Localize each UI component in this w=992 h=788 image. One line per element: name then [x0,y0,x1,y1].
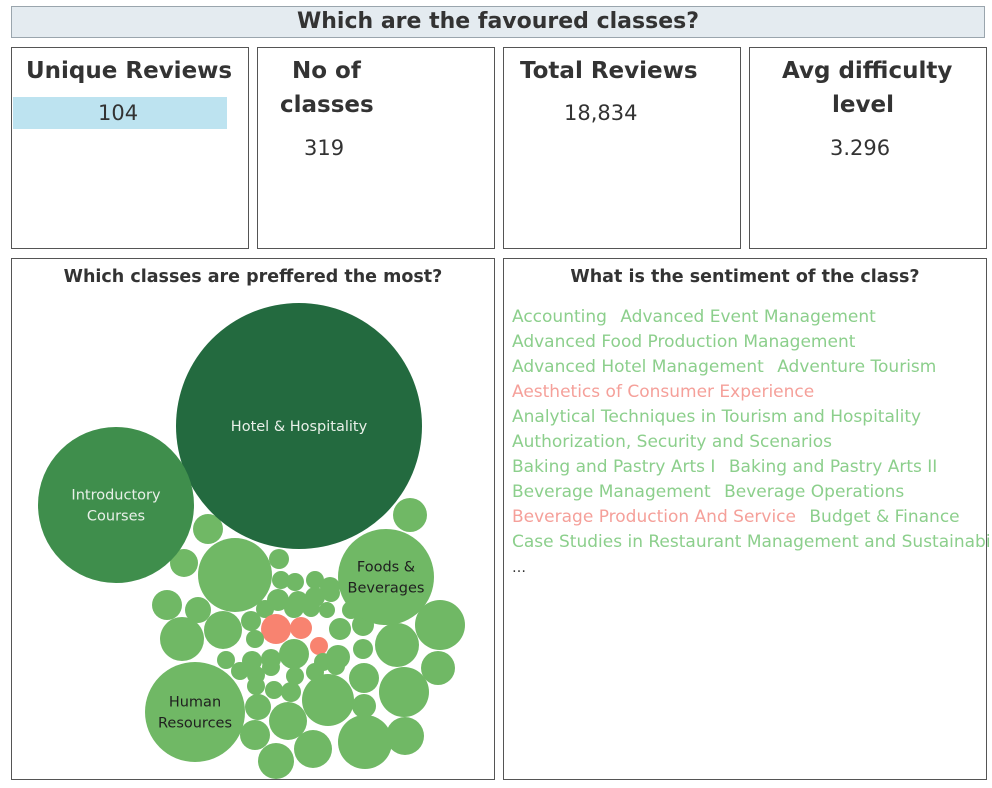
class-bubble[interactable] [386,717,424,755]
sentiment-word[interactable]: Baking and Pastry Arts I [512,457,716,477]
class-bubble[interactable] [421,651,455,685]
class-bubble[interactable] [269,702,307,740]
kpi-card-total-reviews[interactable]: Total Reviews 18,834 [503,47,741,249]
sentiment-word[interactable]: Baking and Pastry Arts II [728,457,938,477]
class-bubble[interactable] [265,681,283,699]
class-bubble[interactable] [204,611,242,649]
class-bubble[interactable] [294,730,332,768]
class-bubble[interactable] [338,715,392,769]
class-bubble-named[interactable] [176,303,422,549]
class-bubble[interactable] [185,597,211,623]
bubble-chart-title: Which classes are preffered the most? [63,267,443,287]
class-bubble[interactable] [322,584,340,602]
sentiment-word[interactable]: Beverage Operations [724,482,905,502]
kpi-card-no-of-classes[interactable]: No of classes 319 [257,47,495,249]
dashboard-title-bar: Which are the favoured classes? [11,6,985,38]
class-bubble[interactable] [152,590,182,620]
class-bubble[interactable] [281,682,301,702]
class-bubble[interactable] [415,600,465,650]
class-bubble[interactable] [310,637,328,655]
bubble-label: Introductory [71,488,161,504]
class-bubble[interactable] [258,743,294,779]
class-bubble[interactable] [272,571,290,589]
sentiment-word[interactable]: Advanced Food Production Management [512,332,856,352]
class-bubble[interactable] [302,674,354,726]
class-bubble[interactable] [256,600,274,618]
kpi-label-no-of-classes-line2: classes [280,92,374,118]
sentiment-word[interactable]: Budget & Finance [809,507,960,527]
class-bubble[interactable] [284,598,304,618]
class-bubble[interactable] [353,639,373,659]
sentiment-word[interactable]: Aesthetics of Consumer Experience [512,382,815,402]
bubble-label: Resources [158,716,232,732]
class-bubble[interactable] [279,639,309,669]
class-bubble-named[interactable] [38,427,194,583]
kpi-card-unique-reviews[interactable]: Unique Reviews 104 [11,47,249,249]
sentiment-word[interactable]: Analytical Techniques in Tourism and Hos… [512,407,922,427]
kpi-value-no-of-classes: 319 [304,136,345,160]
sentiment-word[interactable]: Advanced Hotel Management [512,357,764,377]
sentiment-word[interactable]: Case Studies in Restaurant Management an… [512,532,992,552]
class-bubble[interactable] [262,658,280,676]
kpi-highlight-bar [13,97,227,129]
kpi-value-unique-reviews: 104 [98,101,139,125]
kpi-value-total-reviews: 18,834 [564,101,638,125]
bubble-chart-panel: Which classes are preffered the most? Ho… [11,258,495,780]
class-bubble[interactable] [245,694,271,720]
class-bubble[interactable] [217,651,235,669]
class-bubble-named[interactable] [338,529,434,625]
bubble-label: Courses [87,509,145,525]
class-bubble[interactable] [302,599,320,617]
class-bubble[interactable] [247,677,265,695]
kpi-label-avg-difficulty-line2: level [832,92,894,118]
class-bubble[interactable] [269,549,289,569]
class-bubble[interactable] [290,617,312,639]
class-bubble[interactable] [286,573,304,591]
class-bubble[interactable] [286,667,304,685]
kpi-value-avg-difficulty: 3.296 [830,136,891,160]
sentiment-word[interactable]: Adventure Tourism [777,357,937,377]
bubble-label: Hotel & Hospitality [231,419,368,435]
kpi-label-avg-difficulty-line1: Avg difficulty [782,58,953,84]
class-bubble[interactable] [349,663,379,693]
bubble-label: Beverages [348,581,425,597]
dashboard-title: Which are the favoured classes? [297,9,699,34]
sentiment-word[interactable]: Beverage Production And Service [512,507,796,527]
sentiment-title: What is the sentiment of the class? [570,267,920,287]
class-bubble[interactable] [193,514,223,544]
class-bubble[interactable] [329,618,351,640]
sentiment-word[interactable]: Beverage Management [512,482,711,502]
class-bubble[interactable] [170,549,198,577]
sentiment-word[interactable]: Accounting [512,307,607,327]
kpi-label-unique-reviews: Unique Reviews [26,58,233,84]
class-bubble[interactable] [231,662,249,680]
kpi-label-no-of-classes-line1: No of [292,58,361,84]
class-bubble[interactable] [246,630,264,648]
class-bubble[interactable] [352,694,376,718]
class-bubble-named[interactable] [145,662,245,762]
sentiment-word[interactable]: Advanced Event Management [620,307,876,327]
class-bubble[interactable] [306,571,324,589]
class-bubble[interactable] [240,720,270,750]
class-bubble[interactable] [261,614,291,644]
class-bubble[interactable] [327,657,345,675]
class-bubble[interactable] [198,538,272,612]
sentiment-word[interactable]: Authorization, Security and Scenarios [512,432,833,452]
sentiment-word-list: Accounting Advanced Event Management Adv… [512,305,992,581]
bubble-label: Human [169,695,221,711]
bubble-chart[interactable]: Hotel & Hospitality Introductory Courses Fo… [12,259,494,779]
sentiment-panel: What is the sentiment of the class? Acco… [503,258,992,780]
class-bubble[interactable] [375,623,419,667]
class-bubble[interactable] [319,602,335,618]
class-bubble[interactable] [160,617,204,661]
class-bubble[interactable] [379,667,429,717]
bubble-label: Foods & [357,560,415,576]
kpi-card-avg-difficulty[interactable]: Avg difficulty level 3.296 [749,47,987,249]
class-bubble[interactable] [393,498,427,532]
class-bubble[interactable] [241,611,261,631]
kpi-label-total-reviews: Total Reviews [520,58,698,84]
more-indicator[interactable]: … [512,560,526,576]
